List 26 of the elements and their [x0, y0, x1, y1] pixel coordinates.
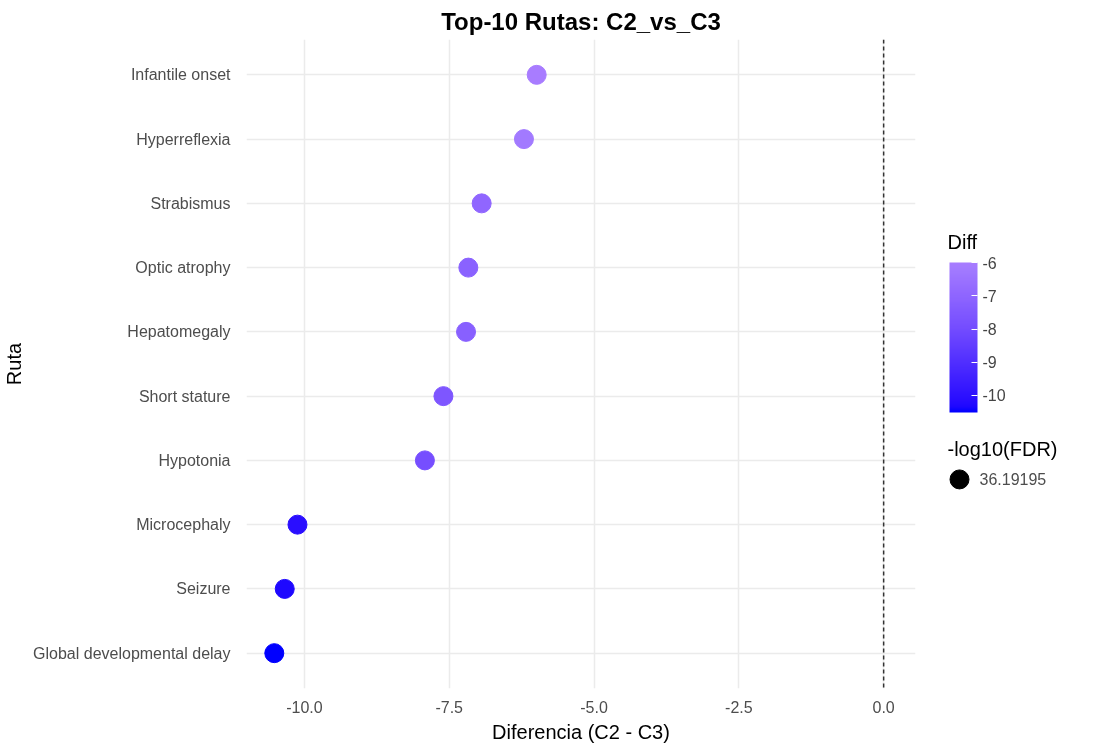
- y-tick-label: Microcephaly: [136, 516, 231, 534]
- color-bar-title: Diff: [947, 230, 978, 253]
- y-tick-label: Global developmental delay: [33, 644, 231, 662]
- y-tick-label: Hypotonia: [158, 451, 231, 469]
- y-tick-label: Infantile onset: [130, 66, 232, 84]
- color-bar-label: -7: [982, 287, 997, 305]
- y-tick-label: Short stature: [138, 387, 231, 405]
- color-bar-label: -9: [982, 354, 997, 372]
- y-axis-title: Ruta: [3, 342, 26, 386]
- legend-label: 36.19195: [979, 471, 1047, 489]
- y-tick-label: Hyperreflexia: [136, 130, 231, 148]
- x-tick-label: -2.5: [725, 698, 753, 716]
- y-tick-label: Optic atrophy: [135, 259, 231, 277]
- chart-title: Top-10 Rutas: C2_vs_C3: [441, 7, 721, 35]
- x-tick-label: -10.0: [286, 698, 323, 716]
- x-axis-title: Diferencia (C2 - C3): [492, 720, 670, 743]
- x-tick-label: 0.0: [872, 698, 895, 716]
- x-tick-label: -7.5: [435, 698, 464, 716]
- color-bar-label: -6: [982, 254, 997, 272]
- y-tick-label: Strabismus: [150, 194, 231, 212]
- legend-title: -log10(FDR): [947, 438, 1058, 461]
- color-bar-label: -8: [982, 321, 997, 339]
- y-tick-label: Hepatomegaly: [127, 323, 231, 341]
- x-tick-label: -5.0: [580, 698, 608, 716]
- color-bar-label: -10: [982, 387, 1006, 405]
- y-tick-label: Seizure: [176, 580, 231, 598]
